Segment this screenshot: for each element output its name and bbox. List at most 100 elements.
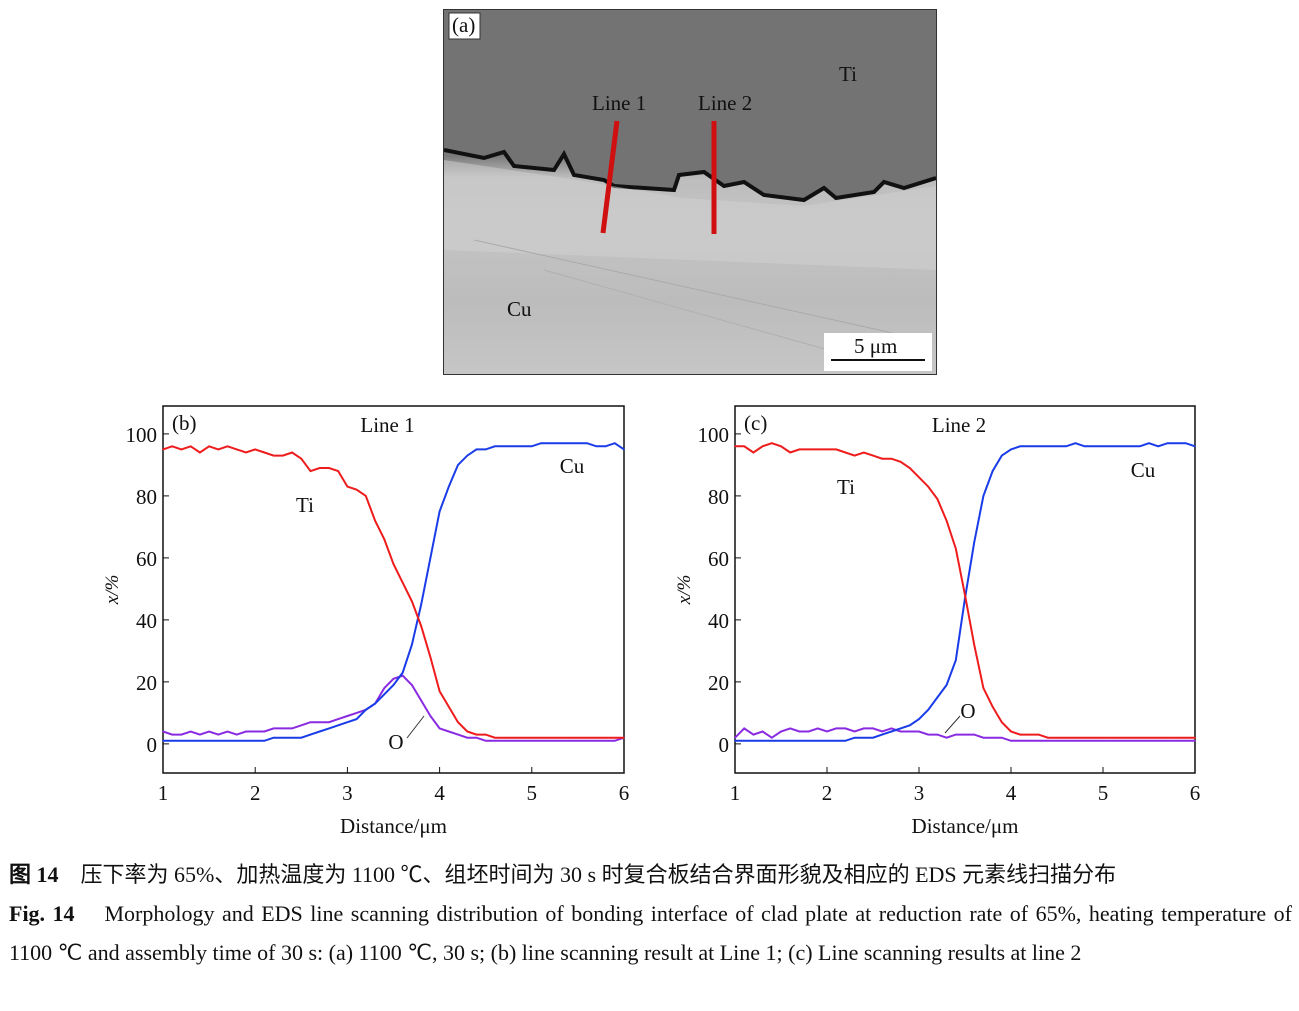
- x-tick-label: 3: [914, 781, 925, 805]
- data-point-ti: [337, 470, 339, 472]
- caption-english: Fig. 14 Morphology and EDS line scanning…: [9, 894, 1292, 972]
- y-tick-label: 100: [698, 423, 730, 447]
- data-point-cu: [780, 739, 782, 742]
- data-point-cu: [245, 739, 247, 742]
- series-line-ti: [162, 445, 624, 739]
- data-point-o: [503, 739, 505, 742]
- data-point-cu: [457, 464, 459, 466]
- data-point-cu: [1148, 442, 1150, 444]
- data-point-o: [328, 721, 330, 723]
- data-point-cu: [337, 724, 339, 727]
- data-point-ti: [494, 736, 496, 739]
- x-tick-label: 3: [342, 781, 353, 805]
- data-point-ti: [162, 448, 164, 451]
- panel-a-label: (a): [452, 13, 476, 37]
- data-point-cu: [936, 696, 939, 699]
- data-point-cu: [484, 448, 487, 451]
- data-point-o: [899, 730, 902, 733]
- data-point-ti: [475, 733, 478, 736]
- data-point-ti: [1120, 736, 1123, 739]
- data-point-cu: [927, 708, 929, 711]
- data-point-ti: [1074, 736, 1077, 739]
- data-point-ti: [1010, 730, 1012, 733]
- data-point-o: [881, 730, 883, 733]
- data-point-cu: [1001, 454, 1003, 457]
- data-point-ti: [171, 445, 174, 448]
- data-point-cu: [872, 736, 874, 739]
- data-point-o: [798, 730, 801, 733]
- data-point-ti: [189, 445, 192, 448]
- x-tick-label: 4: [1006, 781, 1017, 805]
- data-point-o: [817, 727, 819, 730]
- data-point-o: [964, 733, 966, 736]
- data-point-ti: [411, 600, 413, 603]
- data-point-o: [761, 730, 764, 733]
- data-point-ti: [226, 445, 229, 448]
- data-point-ti: [1111, 736, 1113, 739]
- y-tick-label: 60: [136, 547, 157, 571]
- data-point-ti: [1185, 736, 1187, 739]
- data-point-cu: [844, 739, 847, 742]
- data-point-cu: [1102, 445, 1104, 448]
- data-point-cu: [1056, 445, 1058, 448]
- data-point-o: [494, 739, 496, 742]
- data-point-cu: [1028, 445, 1031, 448]
- data-point-ti: [991, 705, 994, 708]
- data-point-ti: [429, 656, 432, 658]
- data-point-ti: [936, 498, 939, 500]
- data-point-cu: [835, 739, 837, 742]
- data-point-cu: [199, 739, 201, 742]
- data-point-cu: [355, 718, 358, 720]
- data-point-o: [826, 730, 828, 733]
- data-point-cu: [853, 736, 856, 739]
- data-point-ti: [448, 705, 450, 708]
- data-point-cu: [771, 739, 773, 742]
- data-point-cu: [623, 448, 625, 451]
- data-point-cu: [826, 739, 828, 742]
- data-point-cu: [1139, 445, 1141, 448]
- data-point-cu: [171, 739, 174, 742]
- data-point-o: [457, 733, 459, 736]
- data-point-o: [162, 730, 164, 733]
- data-point-ti: [817, 448, 819, 451]
- data-point-o: [1157, 739, 1159, 742]
- data-point-cu: [512, 445, 515, 448]
- data-point-cu: [1019, 445, 1021, 448]
- x-tick-label: 2: [250, 781, 261, 805]
- series-line-cu: [163, 442, 625, 742]
- data-point-o: [263, 730, 266, 733]
- data-point-o: [549, 739, 552, 742]
- data-point-o: [595, 739, 598, 742]
- data-point-ti: [1083, 736, 1086, 739]
- data-point-ti: [540, 736, 542, 739]
- data-point-ti: [752, 451, 755, 454]
- data-point-o: [1037, 739, 1040, 742]
- data-point-cu: [282, 736, 284, 739]
- data-point-cu: [503, 445, 505, 448]
- data-point-cu: [789, 739, 791, 742]
- data-point-o: [945, 736, 948, 739]
- data-point-o: [771, 736, 773, 739]
- region-label-cu: Cu: [507, 297, 532, 321]
- data-point-ti: [1148, 736, 1150, 739]
- data-point-o: [401, 674, 404, 677]
- data-point-cu: [180, 739, 183, 742]
- data-point-ti: [1056, 736, 1058, 739]
- data-point-o: [909, 730, 911, 733]
- data-point-cu: [577, 442, 579, 444]
- data-point-cu: [567, 442, 570, 444]
- series-label-cu: Cu: [560, 454, 585, 478]
- data-point-cu: [411, 643, 413, 646]
- data-point-o: [863, 727, 865, 730]
- data-point-ti: [1157, 736, 1159, 739]
- data-point-cu: [991, 470, 994, 472]
- data-point-cu: [1120, 445, 1123, 448]
- data-point-ti: [789, 451, 791, 454]
- data-point-ti: [927, 485, 929, 488]
- y-tick-label: 60: [708, 547, 729, 571]
- data-point-o: [927, 733, 929, 736]
- data-point-o: [531, 739, 533, 742]
- data-point-ti: [328, 467, 330, 469]
- data-point-cu: [217, 739, 220, 742]
- data-point-cu: [309, 733, 312, 736]
